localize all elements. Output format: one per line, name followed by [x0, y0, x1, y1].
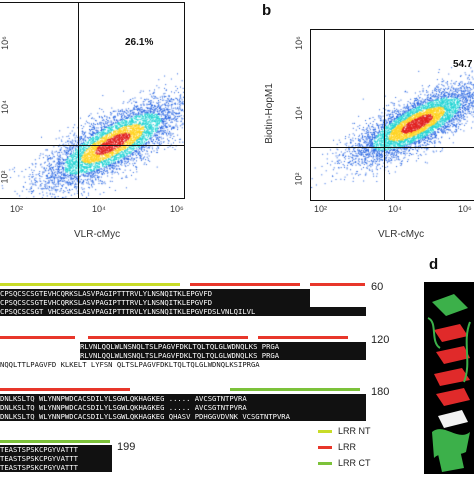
panel-a-ytick-2: 10⁴	[0, 100, 10, 114]
panel-a-ytick-1: 10⁶	[0, 36, 10, 50]
bar-lrr-4	[88, 336, 248, 339]
seq-row-2: CPSQCSCSGTEVHCQRKSLASVPAGIPTTTRVLYLNSNQI…	[0, 298, 310, 307]
protein-ribbon-drawing	[427, 294, 471, 472]
seq-row-12: TEASTSPSKCPGYVATTT	[0, 463, 112, 472]
panel-a-gate-vertical	[78, 3, 79, 198]
bar-lrr-ct-1	[230, 388, 360, 391]
panel-a-scatter	[0, 3, 184, 198]
position-60: 60	[371, 281, 384, 293]
bar-lrr-ct-2	[0, 440, 110, 443]
panel-d-letter: d	[429, 256, 439, 273]
seq-row-1: CPSQCSCSGTEVHCQRKSLASVPAGIPTTTRVLYLNSNQI…	[0, 289, 310, 298]
legend-lrr-label: LRR	[338, 442, 357, 452]
panel-a-xtick-2: 10⁴	[92, 204, 106, 214]
panel-b-letter: b	[262, 2, 272, 19]
legend-lrr-nt-swatch	[318, 430, 332, 434]
position-180: 180	[371, 386, 390, 398]
panel-b-xtick-1: 10²	[314, 204, 328, 214]
panel-b-percent: 54.7	[453, 59, 473, 70]
seq-row-8: DNLKSLTQ WLYNNPWDCACSDILYLSGWLQKHAGKEG .…	[0, 403, 366, 412]
panel-a-xlabel: VLR-cMyc	[74, 229, 121, 240]
panel-a-plot: 26.1%	[0, 2, 185, 199]
panel-b-gate-horizontal	[311, 147, 474, 148]
seq-row-3: CPSQCSCSGT VHCSGKSLASVPAGIPTTTRVLYLNSNQI…	[0, 307, 366, 316]
legend-lrr-ct-label: LRR CT	[338, 458, 371, 468]
panel-a-xtick-3: 10⁶	[170, 204, 184, 214]
bar-lrr-3	[0, 336, 75, 339]
bar-lrr-6	[0, 388, 130, 391]
panel-b-gate-vertical	[384, 30, 385, 200]
panel-b-ylabel: Biotin-HopM1	[263, 83, 275, 144]
bar-lrr-nt-1	[0, 283, 180, 286]
panel-b-ytick-1: 10⁶	[293, 36, 304, 50]
seq-row-6: NQQLTTLPAGVFD KLKELT LYFSN QLTSLPAGVFDKL…	[0, 360, 366, 369]
panel-b-plot: 54.7	[310, 29, 474, 201]
panel-b-ytick-3: 10²	[293, 172, 304, 186]
panel-a-ytick-3: 10²	[0, 170, 10, 184]
legend-lrr-swatch	[318, 446, 332, 450]
panel-b-xlabel: VLR-cMyc	[378, 229, 425, 240]
seq-row-7: DNLKSLTQ WLYNNPWDCACSDILYLSGWLQKHAGKEG .…	[0, 394, 366, 403]
position-120: 120	[371, 334, 390, 346]
legend-lrr-nt: LRR NT	[318, 426, 371, 436]
panel-b-xtick-2: 10⁴	[388, 204, 402, 214]
panel-b-xtick-3: 10⁶	[458, 204, 472, 214]
panel-a-xtick-1: 10²	[10, 204, 24, 214]
seq-row-4: RLVNLQQLWLNSNQLTSLPAGVFDKLTQLTQLGLWDNQLK…	[80, 342, 366, 351]
seq-row-9: DNLKSLTQ WLYNNPWDCACSDILYLSGWLQKHAGKEG Q…	[0, 412, 366, 421]
panel-a-gate-horizontal	[0, 145, 184, 146]
bar-lrr-5	[258, 336, 348, 339]
legend-lrr: LRR	[318, 442, 356, 452]
legend-lrr-ct-swatch	[318, 462, 332, 466]
legend-lrr-ct: LRR CT	[318, 458, 371, 468]
position-199: 199	[117, 441, 136, 453]
protein-structure-image	[424, 282, 474, 474]
bar-lrr-1	[190, 283, 300, 286]
seq-row-10: TEASTSPSKCPGYVATTT	[0, 445, 112, 454]
panel-b-scatter	[311, 30, 474, 200]
panel-a-percent: 26.1%	[125, 37, 154, 48]
legend-lrr-nt-label: LRR NT	[338, 426, 371, 436]
panel-b-ytick-2: 10⁴	[293, 106, 304, 120]
bar-lrr-2	[310, 283, 365, 286]
seq-row-11: TEASTSPSKCPGYVATTT	[0, 454, 112, 463]
alignment-block: CPSQCSCSGTEVHCQRKSLASVPAGIPTTTRVLYLNSNQI…	[0, 280, 366, 472]
seq-row-5: RLVNLQQLWLNSNQLTSLPAGVFDKLTQLTQLGLWDNQLK…	[80, 351, 366, 360]
